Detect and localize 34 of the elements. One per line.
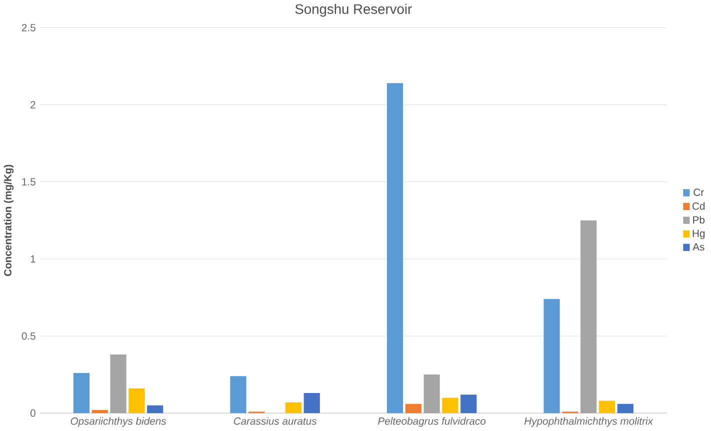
bar [147, 406, 164, 414]
y-tick-label: 0.5 [22, 332, 36, 340]
x-tick-label: Carassius auratus [234, 417, 317, 425]
bar [285, 402, 302, 414]
bar [128, 388, 145, 414]
y-axis-title: Concentration (mg/Kg) [4, 164, 14, 276]
bar [580, 220, 597, 414]
bar [424, 374, 440, 414]
bar [598, 400, 616, 414]
y-tick-label: 2.5 [22, 24, 36, 32]
bar [460, 394, 477, 414]
legend-label: Hg [692, 230, 705, 240]
bar [92, 410, 108, 414]
bar [230, 376, 246, 414]
x-tick-label: Pelteobagrus fulvidraco [378, 417, 486, 427]
y-tick-label: 1 [30, 256, 36, 263]
bar [617, 404, 634, 414]
x-tick-label: Opsariichthys bidens [70, 417, 166, 427]
bar [442, 398, 458, 414]
bar [544, 299, 560, 414]
bar [386, 83, 404, 414]
chart-title: Songshu Reservoir [295, 4, 412, 17]
x-tick-label: Hypophthalmichthys molitrix [524, 417, 654, 427]
legend-label: Cr [694, 188, 704, 196]
bar [73, 373, 90, 414]
bar [304, 393, 320, 414]
y-tick-label: 0 [30, 410, 36, 417]
bar [405, 404, 422, 414]
legend-label: Cd [692, 202, 705, 210]
y-tick-label: 2 [30, 101, 36, 109]
bar [110, 354, 126, 414]
legend-label: Pb [693, 216, 705, 224]
legend-label: As [692, 243, 704, 251]
y-tick-label: 1.5 [22, 178, 36, 186]
